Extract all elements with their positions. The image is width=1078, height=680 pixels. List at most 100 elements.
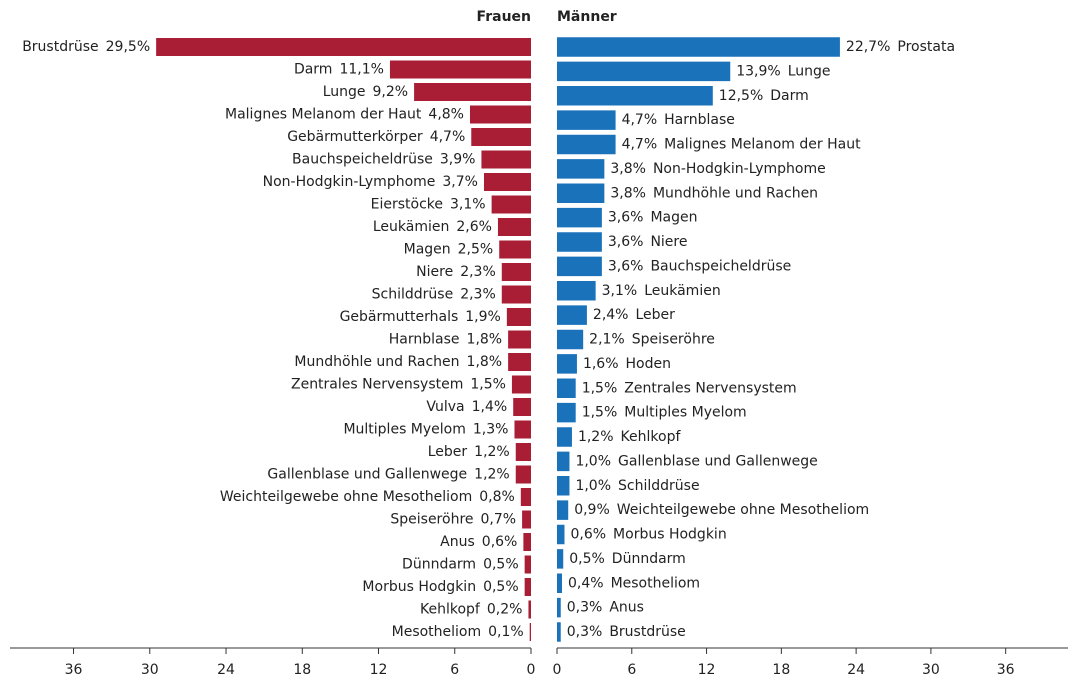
bar [557,476,570,496]
value-label: 0,5% [483,557,519,573]
x-tick-label: 36 [65,662,83,678]
category-label: Morbus Hodgkin [613,527,727,543]
value-label: 1,0% [575,453,611,469]
category-label: Magen [404,242,451,258]
value-label: 3,6% [608,258,644,274]
x-tick-label: 6 [627,662,636,678]
x-tick-label: 30 [922,662,940,678]
value-label: 0,3% [567,624,603,640]
bar-label: Gallenblase und Gallenwege 1,2% [267,467,509,483]
bar-label: 1,6% Hoden [583,356,671,372]
bar [557,256,602,277]
value-label: 13,9% [736,63,780,79]
category-label: Eierstöcke [371,197,443,213]
category-label: Darm [770,88,809,104]
bar-label: 2,1% Speiseröhre [589,332,715,348]
category-label: Vulva [426,399,464,415]
value-label: 2,3% [460,287,496,303]
bar [557,354,577,374]
bar [557,427,572,447]
bar [557,402,576,423]
x-tick-label: 0 [553,662,562,678]
value-label: 22,7% [846,39,890,55]
x-tick-label: 30 [141,662,159,678]
value-label: 1,5% [582,405,618,421]
value-label: 4,7% [622,112,658,128]
x-tick-label: 18 [772,662,790,678]
category-label: Brustdrüse [22,39,98,55]
category-label: Multiples Myelom [624,405,746,421]
bar [524,578,531,596]
bar [557,86,713,106]
bar-label: 0,6% Morbus Hodgkin [570,527,726,543]
bar [557,134,616,155]
value-label: 0,5% [569,551,605,567]
bar [557,159,605,179]
bar-label: Zentrales Nervensystem 1,5% [291,377,506,393]
category-label: Malignes Melanom der Haut [664,137,861,153]
bar-label: 3,6% Magen [608,210,698,226]
bar-label: 3,8% Non-Hodgkin-Lymphome [610,161,825,177]
bar [528,600,531,619]
category-label: Malignes Melanom der Haut [225,107,422,123]
bar-label: 0,3% Brustdrüse [567,624,686,640]
value-label: 3,8% [610,185,646,201]
bar-label: Harnblase 1,8% [389,332,502,348]
panel-title: Frauen [477,9,531,25]
bar [523,533,531,551]
bar [557,329,584,350]
bar [508,330,531,349]
bar-label: Morbus Hodgkin 0,5% [362,579,518,595]
bar [499,240,531,259]
bar-label: Gebärmutterhals 1,9% [340,309,501,325]
bar [557,622,561,642]
value-label: 4,7% [622,137,658,153]
value-label: 0,6% [482,534,518,550]
value-label: 1,9% [465,309,501,325]
bar [497,218,531,236]
bar-label: Multiples Myelom 1,3% [343,422,508,438]
bar-label: Mesotheliom 0,1% [392,624,524,640]
bar [557,183,605,203]
category-label: Bauchspeicheldrüse [650,258,791,274]
bar-label: Eierstöcke 3,1% [371,197,486,213]
bar-label: Gebärmutterkörper 4,7% [287,129,465,145]
value-label: 1,5% [470,377,506,393]
value-label: 29,5% [106,39,150,55]
value-label: 1,5% [582,380,618,396]
category-label: Anus [440,534,475,550]
value-label: 0,4% [568,575,604,591]
bar [557,500,569,520]
bar-label: 4,7% Malignes Melanom der Haut [622,137,862,153]
bar-label: 1,2% Kehlkopf [578,429,681,445]
bar [156,38,531,56]
category-label: Gebärmutterhals [340,309,459,325]
category-label: Speiseröhre [632,332,715,348]
category-label: Niere [650,234,687,250]
bar [508,353,531,371]
bar [513,398,531,416]
bar [506,308,531,326]
category-label: Leber [635,307,675,323]
value-label: 0,9% [574,502,610,518]
bar-label: 0,5% Dünndarm [569,551,686,567]
category-label: Mesotheliom [392,624,482,640]
panel-title: Männer [557,9,617,25]
category-label: Non-Hodgkin-Lymphome [263,174,436,190]
bar [471,128,531,146]
value-label: 1,2% [474,444,510,460]
category-label: Anus [609,600,644,616]
bar-label: 0,3% Anus [567,600,644,616]
category-label: Morbus Hodgkin [362,579,476,595]
bar-label: 3,6% Niere [608,234,688,250]
value-label: 2,3% [460,264,496,280]
bar-label: 1,0% Schilddrüse [575,478,699,494]
category-label: Weichteilgewebe ohne Mesotheliom [617,502,869,518]
bar [470,105,531,124]
value-label: 0,6% [570,527,606,543]
value-label: 12,5% [719,88,763,104]
category-label: Non-Hodgkin-Lymphome [653,161,826,177]
value-label: 3,6% [608,234,644,250]
value-label: 0,8% [479,489,515,505]
bar [529,623,531,641]
